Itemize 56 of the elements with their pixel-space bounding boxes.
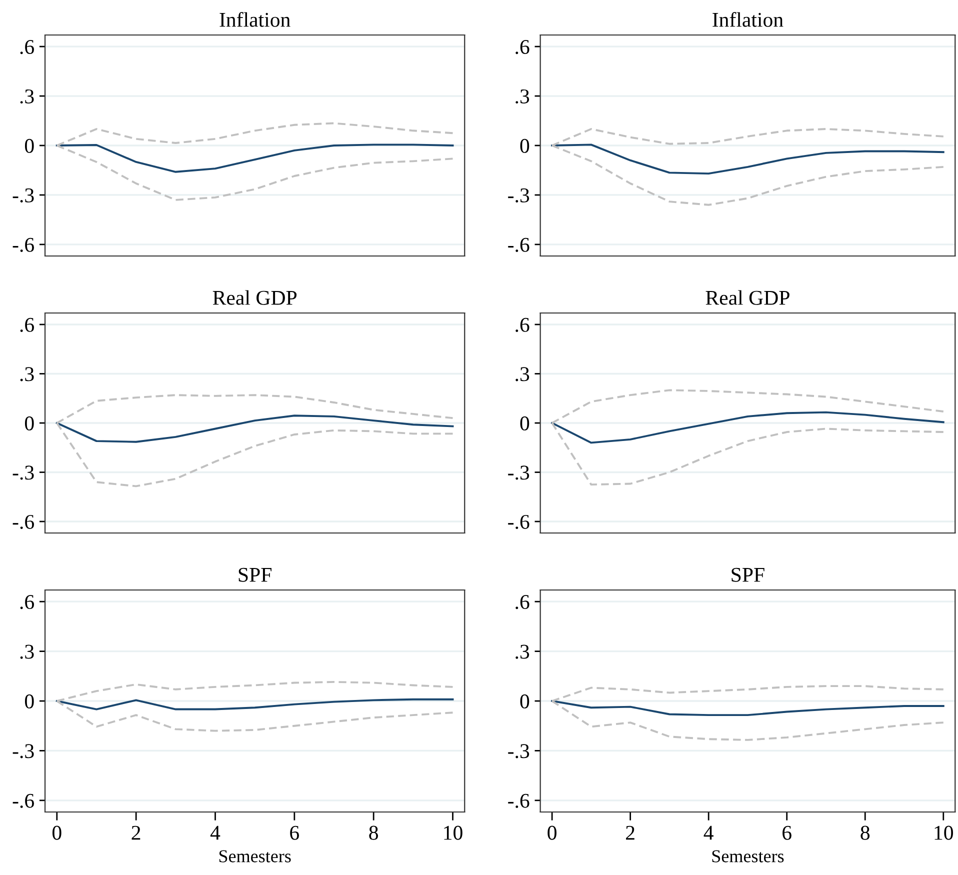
y-tick-label: .3 [20,644,34,659]
x-tick-label: 2 [626,826,634,840]
y-tick-label: .6 [516,40,530,54]
y-tick-label: 0 [520,694,530,708]
line-series [56,414,454,443]
x-tick-label: 6 [782,826,792,840]
chart-title: SPF [238,568,272,582]
y-tick-label: .6 [20,318,34,332]
x-tick-label: 10 [934,826,954,840]
x-tick-label: 8 [369,826,378,840]
y-tick-label: -.6 [508,514,530,530]
x-tick-label: 4 [210,826,220,840]
chart-title: Real GDP [212,290,297,305]
chart-title: Inflation [712,12,784,27]
x-tick-label: 4 [704,826,714,840]
y-tick-label: -.3 [12,744,34,758]
y-tick-label: .3 [20,367,34,382]
y-tick-label: .3 [516,367,530,382]
x-axis-title: Semesters [712,850,784,862]
y-tick-label: .3 [20,89,34,104]
chart-title: SPF [732,568,764,582]
y-tick-label: .3 [516,644,530,659]
y-tick-label: -.3 [12,188,34,202]
y-tick-label: -.6 [12,514,34,530]
y-tick-label: -.3 [508,188,530,202]
x-tick-label: 2 [132,826,140,840]
y-tick-label: -.3 [508,466,530,480]
chart-title: Real GDP [706,290,790,305]
y-tick-label: .6 [20,595,34,610]
y-tick-label: .6 [516,595,530,610]
y-tick-label: .3 [516,89,530,104]
y-tick-label: .6 [20,40,34,54]
y-tick-label: -.6 [12,794,34,808]
y-tick-label: 0 [24,138,34,153]
y-tick-label: 0 [24,416,34,430]
line-series [56,144,454,173]
line-series [56,698,454,710]
x-tick-label: 8 [860,826,870,840]
line-series [551,411,944,444]
y-tick-label: .6 [516,318,530,332]
y-tick-label: -.3 [12,466,34,480]
y-tick-label: 0 [24,694,34,708]
y-tick-label: 0 [520,416,530,430]
chart-title: Inflation [220,12,290,27]
y-tick-label: 0 [520,138,530,153]
y-tick-label: -.6 [508,238,530,252]
y-tick-label: -.3 [508,744,530,758]
x-axis-title: Semesters [219,850,291,862]
x-tick-label: 10 [444,826,462,840]
y-tick-label: -.6 [12,238,34,252]
x-tick-label: 0 [52,826,62,840]
x-tick-label: 6 [290,826,299,840]
line-series [551,144,944,175]
line-series [551,700,944,716]
x-tick-label: 0 [548,826,556,840]
y-tick-label: -.6 [508,794,530,808]
